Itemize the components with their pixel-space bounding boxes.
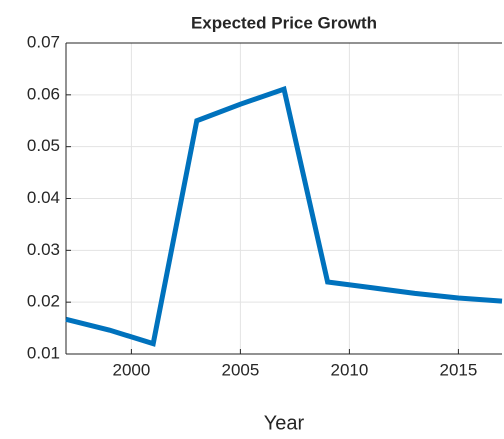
data-line [65, 85, 503, 347]
y-tick-label: 0.03 [27, 240, 60, 259]
y-tick-label: 0.05 [27, 136, 60, 155]
y-tick-label: 0.02 [27, 292, 60, 311]
x-tick-label: 2015 [439, 360, 477, 379]
x-axis-label: Year [264, 412, 305, 434]
x-tick-label: 2010 [330, 360, 368, 379]
y-tick-label: 0.06 [27, 84, 60, 103]
chart-title: Expected Price Growth [191, 13, 377, 32]
x-tick-label: 2000 [112, 360, 150, 379]
y-tick-label: 0.01 [27, 343, 60, 362]
y-tick-label: 0.04 [27, 188, 60, 207]
y-tick-label: 0.07 [27, 32, 60, 51]
x-tick-label: 2005 [221, 360, 259, 379]
